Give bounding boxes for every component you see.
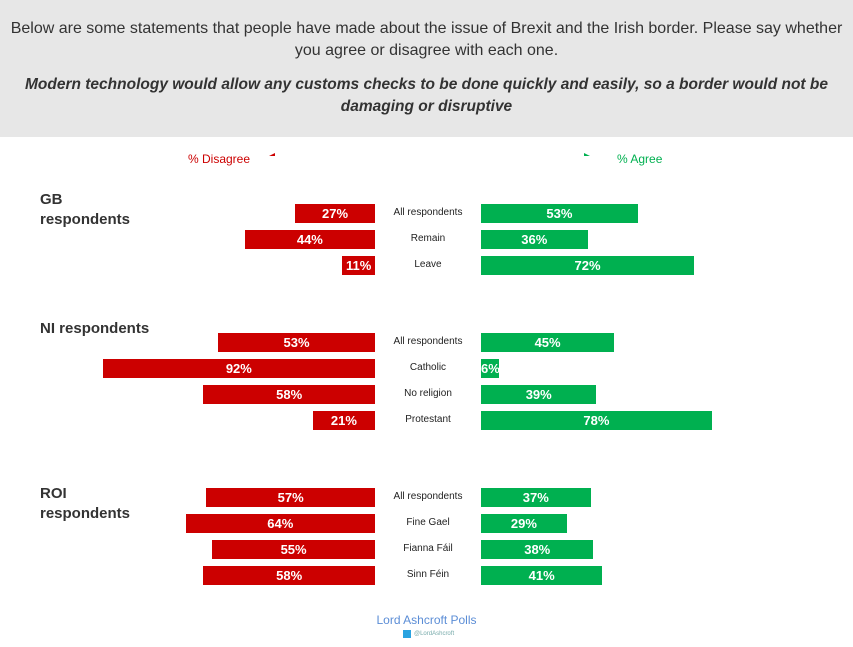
agree-bar: 72% [481, 256, 695, 275]
category-label: Leave [414, 259, 442, 270]
agree-bar: 38% [481, 540, 594, 559]
disagree-bar: 64% [185, 514, 375, 533]
disagree-bar: 21% [312, 411, 375, 430]
agree-bar: 6% [481, 359, 500, 378]
disagree-bar: 44% [244, 230, 375, 249]
arrow-right-icon [584, 153, 590, 156]
agree-bar: 78% [481, 411, 712, 430]
disagree-bar: 58% [203, 385, 375, 404]
disagree-bar: 27% [295, 204, 375, 223]
legend-agree: % Agree [617, 152, 663, 166]
category-label: No religion [404, 388, 452, 399]
category-label: Sinn Féin [406, 569, 450, 580]
agree-bar: 29% [481, 514, 567, 533]
header: Below are some statements that people ha… [0, 0, 853, 137]
agree-bar: 39% [481, 385, 597, 404]
twitter-handle: @LordAshcroft [403, 630, 454, 638]
category-label: Fine Gael [406, 517, 450, 528]
category-label: Fianna Fáil [403, 543, 453, 554]
disagree-bar: 92% [102, 359, 375, 378]
question-text: Below are some statements that people ha… [10, 20, 843, 59]
category-label: All respondents [393, 491, 463, 502]
category-label: All respondents [393, 336, 463, 347]
agree-bar: 36% [481, 230, 588, 249]
brand-logo: Lord Ashcroft Polls [376, 613, 477, 627]
disagree-bar: 58% [203, 566, 375, 585]
category-label: Protestant [405, 414, 451, 425]
twitter-text: @LordAshcroft [414, 631, 455, 637]
agree-bar: 45% [481, 333, 615, 352]
disagree-bar: 57% [206, 488, 375, 507]
agree-bar: 37% [481, 488, 591, 507]
category-label: Catholic [409, 362, 447, 373]
legend-disagree: % Disagree [188, 152, 251, 166]
category-label: Remain [410, 233, 446, 244]
group-label: NI respondents [40, 320, 150, 337]
disagree-bar: 53% [218, 333, 375, 352]
statement-text: Modern technology would allow any custom… [25, 76, 828, 115]
disagree-bar: 55% [212, 540, 375, 559]
group-label: ROI respondents [40, 485, 131, 522]
category-label: All respondents [393, 207, 463, 218]
group-label: GB respondents [40, 191, 131, 228]
twitter-icon [403, 630, 411, 638]
agree-bar: 41% [481, 566, 603, 585]
agree-bar: 53% [481, 204, 638, 223]
disagree-bar: 11% [342, 256, 375, 275]
arrow-left-icon [269, 153, 275, 156]
